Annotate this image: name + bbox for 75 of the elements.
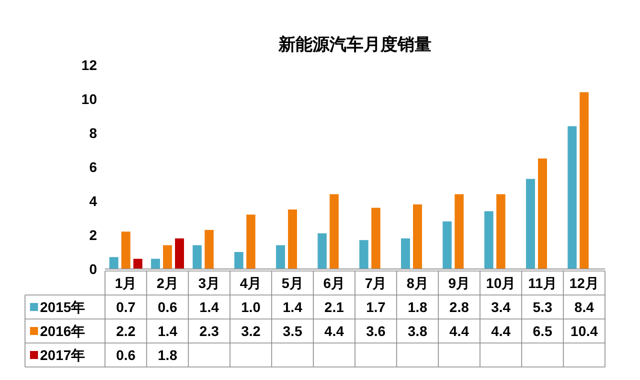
x-tick-label: 9月 xyxy=(448,274,470,291)
bar xyxy=(204,230,214,269)
bar xyxy=(580,92,589,269)
data-label: 3.4 xyxy=(491,298,511,315)
y-tick-label: 6 xyxy=(89,158,98,175)
data-label: 1.4 xyxy=(158,322,178,339)
data-label: 5.3 xyxy=(532,298,552,315)
bar xyxy=(318,233,327,269)
bar xyxy=(330,194,339,269)
data-label: 1.0 xyxy=(241,298,261,315)
bar xyxy=(359,240,368,269)
bar xyxy=(484,211,494,269)
chart-title: 新能源汽车月度销量 xyxy=(278,35,432,54)
x-tick-label: 3月 xyxy=(198,274,220,291)
data-label: 1.4 xyxy=(282,298,302,315)
bar xyxy=(234,252,244,269)
bar xyxy=(442,221,452,269)
y-tick-label: 2 xyxy=(89,226,98,243)
data-label: 10.4 xyxy=(570,322,598,339)
bar xyxy=(413,204,422,269)
bar xyxy=(454,194,464,269)
bar xyxy=(163,245,172,269)
x-tick-label: 5月 xyxy=(282,274,304,291)
y-tick-label: 4 xyxy=(89,192,98,209)
bar xyxy=(568,126,577,269)
data-label: 4.4 xyxy=(324,322,344,339)
legend-label: 2016年 xyxy=(40,322,86,339)
data-label: 0.6 xyxy=(116,346,136,363)
x-tick-label: 12月 xyxy=(569,274,599,291)
data-label: 2.1 xyxy=(324,298,344,315)
bar xyxy=(133,258,142,269)
data-label: 3.2 xyxy=(241,322,261,339)
x-tick-label: 6月 xyxy=(323,274,346,291)
legend-label: 2017年 xyxy=(40,346,86,363)
x-tick-label: 2月 xyxy=(156,274,178,291)
data-label: 1.4 xyxy=(199,298,220,315)
bar xyxy=(109,257,118,269)
data-label: 1.8 xyxy=(408,298,428,315)
y-tick-label: 0 xyxy=(89,260,98,277)
bar xyxy=(121,232,130,269)
bar xyxy=(496,194,506,269)
data-label: 3.6 xyxy=(366,322,386,339)
data-label: 1.8 xyxy=(158,346,178,363)
bar xyxy=(192,245,202,269)
x-tick-label: 11月 xyxy=(528,274,557,291)
bar xyxy=(371,208,380,269)
y-tick-label: 8 xyxy=(89,124,98,141)
data-label: 2.3 xyxy=(199,322,220,339)
bar xyxy=(538,158,547,269)
bar xyxy=(276,245,285,269)
x-tick-label: 1月 xyxy=(114,274,137,291)
data-label: 0.6 xyxy=(158,298,178,315)
y-tick-label: 12 xyxy=(81,56,98,73)
bar xyxy=(401,238,410,269)
bar xyxy=(288,210,297,269)
bar xyxy=(175,238,184,269)
data-label: 3.8 xyxy=(408,322,428,339)
data-label: 1.7 xyxy=(366,298,386,315)
x-tick-label: 8月 xyxy=(406,274,428,291)
data-label: 3.5 xyxy=(282,322,302,339)
bar xyxy=(246,214,256,269)
legend-label: 2015年 xyxy=(40,298,86,315)
data-label: 2.8 xyxy=(449,298,470,315)
x-tick-label: 4月 xyxy=(240,274,262,291)
y-tick-label: 10 xyxy=(81,90,98,107)
data-label: 8.4 xyxy=(574,298,594,315)
data-label: 4.4 xyxy=(449,322,470,339)
data-label: 2.2 xyxy=(116,322,136,339)
data-label: 4.4 xyxy=(491,322,511,339)
x-tick-label: 10月 xyxy=(486,274,516,291)
bar xyxy=(526,178,535,269)
data-label: 0.7 xyxy=(116,298,136,315)
x-tick-label: 7月 xyxy=(364,274,387,291)
bar xyxy=(151,258,160,269)
data-label: 6.5 xyxy=(532,322,552,339)
